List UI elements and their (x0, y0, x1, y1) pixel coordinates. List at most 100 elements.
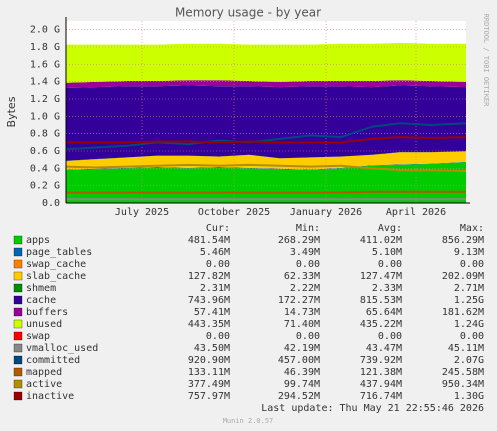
legend-value: 743.96M (188, 295, 230, 306)
area (66, 80, 466, 88)
legend-value: 2.22M (290, 283, 320, 294)
legend-value: 42.19M (284, 343, 320, 354)
area (66, 42, 466, 83)
x-tick-label: April 2026 (386, 207, 446, 218)
legend-value: 172.27M (278, 295, 320, 306)
legend-value: 5.46M (200, 247, 230, 258)
legend-value: 0.00 (378, 259, 402, 270)
legend-value: 739.92M (360, 355, 402, 366)
legend-label: apps (26, 235, 50, 246)
y-tick-label: 0.0 (42, 198, 60, 209)
legend-label: vmalloc_used (26, 343, 98, 354)
y-tick-label: 1.2 G (30, 94, 60, 105)
legend-value: 1.25G (454, 295, 484, 306)
legend-value: 127.47M (360, 271, 402, 282)
legend-header: Min: (296, 223, 320, 234)
chart-title: Memory usage - by year (175, 6, 321, 20)
legend-label: unused (26, 319, 62, 330)
legend-swatch (13, 319, 23, 329)
legend-swatch (13, 379, 23, 389)
legend-swatch (13, 355, 23, 365)
legend-value: 245.58M (442, 367, 484, 378)
legend-value: 443.35M (188, 319, 230, 330)
legend-swatch (13, 331, 23, 341)
legend-value: 1.30G (454, 391, 484, 402)
legend-value: 920.90M (188, 355, 230, 366)
legend-value: 2.71M (454, 283, 484, 294)
legend-label: active (26, 379, 62, 390)
legend-value: 9.13M (454, 247, 484, 258)
legend-label: cache (26, 295, 56, 306)
legend-value: 1.24G (454, 319, 484, 330)
legend-value: 716.74M (360, 391, 402, 402)
legend-value: 181.62M (442, 307, 484, 318)
legend-value: 0.00 (460, 331, 484, 342)
legend-header: Max: (460, 223, 484, 234)
legend-swatch (13, 259, 23, 269)
y-axis-label: Bytes (5, 96, 18, 127)
legend-swatch (13, 247, 23, 257)
legend-value: 268.29M (278, 235, 320, 246)
legend-value: 127.82M (188, 271, 230, 282)
area (66, 151, 466, 161)
legend-label: buffers (26, 307, 68, 318)
legend-value: 202.09M (442, 271, 484, 282)
legend-value: 2.33M (372, 283, 402, 294)
legend-swatch (13, 367, 23, 377)
legend-label: mapped (26, 367, 62, 378)
legend-value: 46.39M (284, 367, 320, 378)
legend-swatch (13, 295, 23, 305)
legend-label: shmem (26, 283, 56, 294)
y-tick-label: 1.4 G (30, 77, 60, 88)
legend-swatch (13, 283, 23, 293)
legend-value: 57.41M (194, 307, 230, 318)
legend-value: 437.94M (360, 379, 402, 390)
legend-label: inactive (26, 391, 74, 402)
legend-value: 99.74M (284, 379, 320, 390)
legend-value: 0.00 (206, 331, 230, 342)
legend-value: 3.49M (290, 247, 320, 258)
legend-label: swap_cache (26, 259, 86, 270)
legend-value: 294.52M (278, 391, 320, 402)
x-tick-label: July 2025 (115, 207, 169, 218)
y-tick-label: 1.8 G (30, 42, 60, 53)
legend-value: 43.47M (366, 343, 402, 354)
legend-value: 435.22M (360, 319, 402, 330)
legend-value: 0.00 (378, 331, 402, 342)
legend-value: 377.49M (188, 379, 230, 390)
legend-value: 14.73M (284, 307, 320, 318)
y-tick-label: 1.6 G (30, 59, 60, 70)
y-tick-label: 2.0 G (30, 25, 60, 36)
side-label: RRDTOOL / TOBI OETIKER (482, 14, 490, 108)
legend-swatch (13, 391, 23, 401)
legend-value: 481.54M (188, 235, 230, 246)
legend-header: Cur: (206, 223, 230, 234)
legend-value: 2.07G (454, 355, 484, 366)
legend-swatch (13, 343, 23, 353)
legend-value: 457.00M (278, 355, 320, 366)
legend-value: 133.11M (188, 367, 230, 378)
x-tick-label: October 2025 (198, 207, 270, 218)
line (65, 163, 467, 172)
legend-value: 45.11M (448, 343, 484, 354)
y-tick-label: 0.4 G (30, 163, 60, 174)
legend-value: 65.64M (366, 307, 402, 318)
y-tick-label: 0.6 G (30, 146, 60, 157)
x-tick-label: January 2026 (290, 207, 362, 218)
legend-value: 411.02M (360, 235, 402, 246)
footer: Munin 2.0.57 (223, 417, 274, 425)
line (65, 122, 467, 151)
legend-label: swap (26, 331, 50, 342)
legend-swatch (13, 271, 23, 281)
legend-swatch (13, 235, 23, 245)
last-update: Last update: Thu May 21 22:55:46 2026 (261, 403, 484, 414)
legend-label: committed (26, 355, 80, 366)
legend-value: 43.50M (194, 343, 230, 354)
legend-label: slab_cache (26, 271, 86, 282)
legend-value: 856.29M (442, 235, 484, 246)
line (66, 190, 466, 194)
legend-value: 950.34M (442, 379, 484, 390)
legend-value: 71.40M (284, 319, 320, 330)
legend-value: 5.10M (372, 247, 402, 258)
